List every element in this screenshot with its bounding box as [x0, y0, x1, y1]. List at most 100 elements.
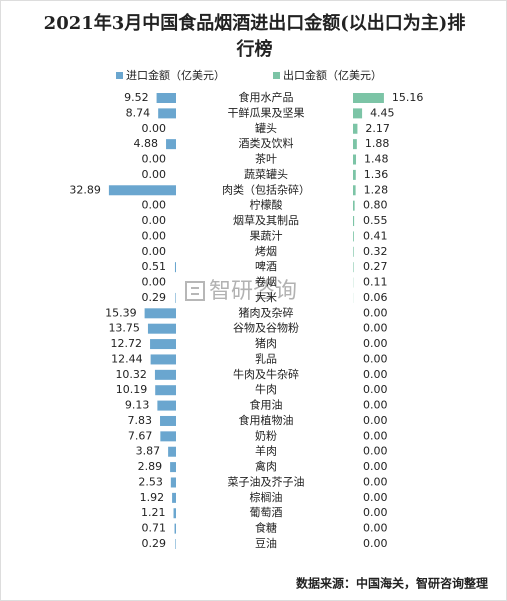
- value-label: 0.00: [363, 522, 388, 535]
- value-label: 0.00: [363, 491, 388, 504]
- value-label: 0.27: [363, 260, 388, 273]
- import-bar: [108, 185, 176, 196]
- category-label: 食用水产品: [239, 90, 294, 104]
- value-label: 10.32: [115, 368, 147, 381]
- value-label: 1.88: [365, 137, 390, 150]
- value-label: 0.11: [363, 276, 388, 289]
- value-label: 0.00: [142, 168, 167, 181]
- import-bar: [174, 523, 176, 534]
- export-bar: [353, 216, 355, 227]
- import-bar: [166, 139, 176, 150]
- value-label: 0.00: [142, 245, 167, 258]
- import-bar: [170, 462, 176, 473]
- value-label: 15.16: [392, 91, 424, 104]
- value-label: 12.72: [111, 337, 143, 350]
- export-bar: [353, 262, 354, 273]
- category-label: 乳品: [255, 352, 277, 365]
- category-label: 牛肉: [255, 382, 277, 396]
- value-label: 2.17: [365, 122, 390, 135]
- import-bar: [170, 477, 176, 488]
- legend-swatch: [116, 72, 123, 79]
- watermark-icon: [185, 281, 205, 301]
- export-bar: [353, 123, 358, 134]
- value-label: 0.00: [363, 337, 388, 350]
- value-label: 0.00: [142, 122, 167, 135]
- import-bar: [172, 492, 176, 503]
- value-label: 1.28: [364, 183, 389, 196]
- value-label: 4.88: [134, 137, 159, 150]
- value-label: 0.00: [363, 368, 388, 381]
- chart-title: 2021年3月中国食品烟酒进出口金额(以出口为主)排行榜: [43, 13, 466, 60]
- category-label: 奶粉: [255, 428, 277, 442]
- import-bar: [144, 308, 176, 319]
- category-label: 牛肉及牛杂碎: [233, 367, 299, 381]
- value-label: 0.00: [363, 383, 388, 396]
- value-label: 0.00: [142, 214, 167, 227]
- value-label: 0.29: [142, 537, 167, 550]
- value-label: 12.44: [111, 352, 143, 365]
- value-label: 9.52: [124, 91, 149, 104]
- value-label: 9.13: [125, 399, 150, 412]
- category-label: 食用植物油: [239, 413, 294, 427]
- import-bar: [155, 385, 176, 396]
- value-label: 0.00: [363, 537, 388, 550]
- category-label: 干鲜瓜果及坚果: [228, 105, 305, 119]
- value-label: 0.00: [363, 352, 388, 365]
- import-bar: [150, 354, 176, 365]
- category-label: 酒类及饮料: [239, 136, 294, 150]
- category-label: 食糖: [255, 521, 277, 535]
- legend-label: 出口金额（亿美元）: [283, 68, 382, 82]
- value-label: 0.51: [142, 260, 167, 273]
- value-label: 32.89: [69, 183, 101, 196]
- export-bar: [353, 200, 355, 211]
- value-label: 0.41: [363, 229, 388, 242]
- value-label: 0.00: [363, 322, 388, 335]
- export-bar: [353, 154, 357, 165]
- value-label: 0.00: [363, 475, 388, 488]
- export-bar: [353, 108, 363, 119]
- category-label: 猪肉: [255, 337, 277, 350]
- category-label: 烟草及其制品: [233, 213, 299, 227]
- value-label: 7.83: [128, 414, 153, 427]
- category-label: 柠檬酸: [250, 198, 283, 212]
- value-label: 0.00: [142, 229, 167, 242]
- category-label: 葡萄酒: [250, 506, 283, 519]
- import-bar: [160, 431, 176, 442]
- category-label: 禽肉: [255, 459, 277, 473]
- category-label: 棕榈油: [250, 490, 283, 504]
- value-label: 0.00: [142, 276, 167, 289]
- category-label: 果蔬汁: [250, 229, 283, 242]
- category-label: 猪肉及杂碎: [239, 305, 294, 319]
- category-label: 卷烟: [255, 275, 277, 289]
- import-bar: [157, 400, 176, 411]
- category-label: 啤酒: [255, 259, 277, 273]
- value-label: 0.00: [363, 306, 388, 319]
- export-bar: [353, 231, 354, 242]
- value-label: 0.00: [363, 399, 388, 412]
- category-label: 谷物及谷物粉: [233, 321, 299, 335]
- value-label: 0.00: [142, 199, 167, 212]
- import-bar: [156, 93, 176, 103]
- value-label: 0.00: [363, 460, 388, 473]
- value-label: 1.21: [141, 506, 166, 519]
- value-label: 8.74: [126, 106, 151, 119]
- value-label: 0.00: [142, 153, 167, 166]
- value-label: 0.00: [363, 414, 388, 427]
- category-label: 大米: [255, 290, 277, 304]
- value-label: 15.39: [105, 306, 137, 319]
- value-label: 1.48: [364, 153, 389, 166]
- value-label: 0.71: [142, 522, 167, 535]
- source-note: 数据来源：中国海关，智研咨询整理: [296, 576, 488, 591]
- import-bar: [175, 539, 176, 549]
- category-label: 烤烟: [255, 244, 277, 258]
- export-bar: [353, 139, 357, 150]
- value-label: 3.87: [136, 445, 161, 458]
- value-label: 0.80: [363, 199, 388, 212]
- export-bar: [353, 93, 384, 103]
- import-bar: [175, 292, 176, 303]
- import-bar: [158, 108, 176, 119]
- value-label: 0.00: [363, 506, 388, 519]
- value-label: 0.55: [363, 214, 388, 227]
